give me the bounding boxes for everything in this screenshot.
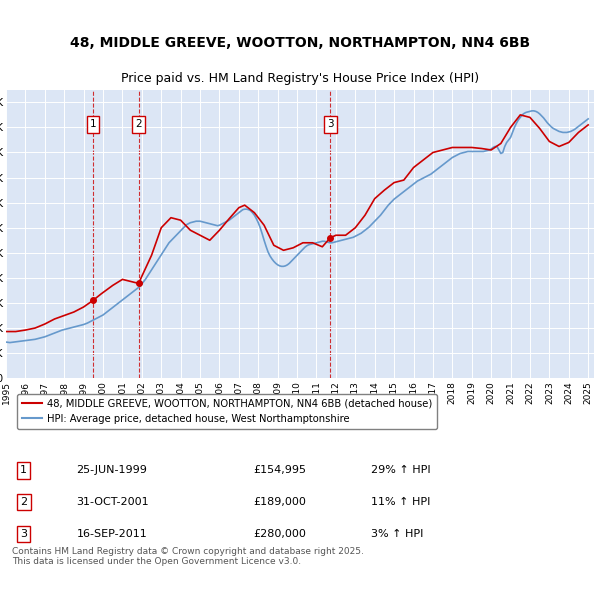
Text: 48, MIDDLE GREEVE, WOOTTON, NORTHAMPTON, NN4 6BB: 48, MIDDLE GREEVE, WOOTTON, NORTHAMPTON,… (70, 36, 530, 50)
Text: 1: 1 (20, 466, 27, 476)
Text: 3: 3 (327, 119, 334, 129)
Text: 3% ↑ HPI: 3% ↑ HPI (371, 529, 423, 539)
Text: £280,000: £280,000 (253, 529, 306, 539)
Text: 31-OCT-2001: 31-OCT-2001 (77, 497, 149, 507)
Text: Price paid vs. HM Land Registry's House Price Index (HPI): Price paid vs. HM Land Registry's House … (121, 72, 479, 85)
Text: 11% ↑ HPI: 11% ↑ HPI (371, 497, 430, 507)
Legend: 48, MIDDLE GREEVE, WOOTTON, NORTHAMPTON, NN4 6BB (detached house), HPI: Average : 48, MIDDLE GREEVE, WOOTTON, NORTHAMPTON,… (17, 394, 437, 429)
Text: 1: 1 (89, 119, 96, 129)
Text: 29% ↑ HPI: 29% ↑ HPI (371, 466, 430, 476)
Text: Contains HM Land Registry data © Crown copyright and database right 2025.
This d: Contains HM Land Registry data © Crown c… (12, 546, 364, 566)
Text: 2: 2 (20, 497, 27, 507)
Text: 3: 3 (20, 529, 27, 539)
Text: £189,000: £189,000 (253, 497, 306, 507)
Text: 16-SEP-2011: 16-SEP-2011 (77, 529, 148, 539)
Text: £154,995: £154,995 (253, 466, 306, 476)
Text: 2: 2 (135, 119, 142, 129)
Text: 25-JUN-1999: 25-JUN-1999 (77, 466, 148, 476)
